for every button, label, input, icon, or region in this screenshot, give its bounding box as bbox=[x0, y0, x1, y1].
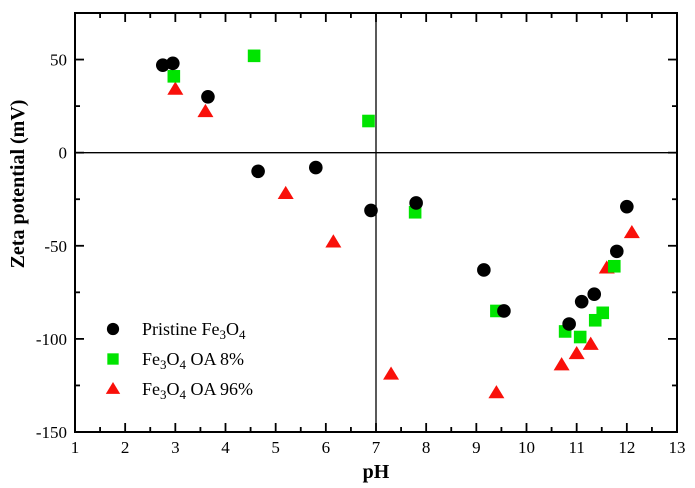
y-tick-label: 0 bbox=[59, 144, 68, 163]
data-point-triangle bbox=[167, 81, 184, 95]
data-point-circle bbox=[166, 56, 180, 71]
data-point-triangle bbox=[553, 357, 570, 371]
data-point-square bbox=[607, 259, 621, 273]
data-point-circle bbox=[477, 263, 491, 277]
data-point-circle bbox=[497, 304, 511, 318]
data-point-triangle bbox=[568, 345, 585, 360]
data-point-circle bbox=[251, 164, 265, 179]
data-point-circle bbox=[620, 199, 634, 214]
data-point-circle bbox=[610, 244, 624, 259]
data-point-triangle bbox=[383, 366, 400, 380]
x-tick-label: 6 bbox=[322, 438, 331, 457]
x-tick-label: 5 bbox=[271, 438, 280, 457]
legend: Pristine Fe3O4 Fe3O4 OA 8% Fe3O4 OA 96% bbox=[105, 319, 253, 402]
x-tick-label: 3 bbox=[171, 438, 180, 457]
data-point-square bbox=[167, 70, 181, 83]
x-tick-label: 2 bbox=[121, 438, 130, 457]
data-point-circle bbox=[364, 203, 378, 218]
data-point-triangle bbox=[277, 185, 294, 200]
data-series bbox=[155, 49, 640, 399]
data-point-triangle bbox=[325, 234, 342, 248]
data-point-circle bbox=[587, 287, 602, 301]
data-point-circle bbox=[155, 58, 170, 72]
data-point-square bbox=[596, 306, 610, 320]
legend-item: Pristine Fe3O4 bbox=[106, 319, 246, 342]
data-point-triangle bbox=[488, 385, 505, 399]
series-square bbox=[167, 49, 621, 344]
x-tick-label: 10 bbox=[518, 438, 535, 457]
data-point-circle bbox=[574, 294, 589, 309]
series-circle bbox=[155, 56, 634, 331]
legend-item: Fe3O4 OA 8% bbox=[107, 349, 244, 372]
y-tick-label: 50 bbox=[50, 51, 67, 70]
series-triangle bbox=[167, 81, 640, 399]
y-axis-title: Zeta potential (mV) bbox=[7, 100, 29, 269]
data-point-square bbox=[107, 353, 119, 365]
y-tick-label: -100 bbox=[36, 330, 67, 349]
legend-label: Pristine Fe3O4 bbox=[142, 319, 246, 342]
data-point-square bbox=[573, 330, 587, 344]
axis-ticks bbox=[75, 13, 677, 432]
data-point-circle bbox=[201, 90, 215, 104]
data-point-square bbox=[362, 114, 375, 128]
data-point-circle bbox=[309, 160, 323, 175]
x-tick-label: 8 bbox=[422, 438, 431, 457]
y-tick-label: -150 bbox=[36, 423, 67, 442]
x-tick-label: 4 bbox=[221, 438, 230, 457]
x-axis-title: pH bbox=[363, 461, 390, 483]
x-tick-label: 11 bbox=[568, 438, 584, 457]
data-point-circle bbox=[106, 322, 120, 336]
x-tick-label: 1 bbox=[71, 438, 80, 457]
x-tick-label: 12 bbox=[618, 438, 635, 457]
reference-lines bbox=[75, 13, 677, 432]
data-point-triangle bbox=[197, 103, 214, 118]
data-point-square bbox=[247, 49, 261, 63]
x-tick-label: 9 bbox=[472, 438, 481, 457]
data-point-triangle bbox=[582, 336, 599, 350]
legend-item: Fe3O4 OA 96% bbox=[105, 379, 253, 402]
x-tick-label: 7 bbox=[372, 438, 381, 457]
data-point-circle bbox=[562, 317, 576, 331]
legend-label: Fe3O4 OA 8% bbox=[142, 349, 244, 372]
data-point-triangle bbox=[623, 224, 640, 239]
legend-label: Fe3O4 OA 96% bbox=[142, 379, 253, 402]
data-point-triangle bbox=[105, 381, 121, 394]
data-point-circle bbox=[409, 196, 423, 210]
x-tick-label: 13 bbox=[669, 438, 686, 457]
y-tick-label: -50 bbox=[44, 237, 67, 256]
